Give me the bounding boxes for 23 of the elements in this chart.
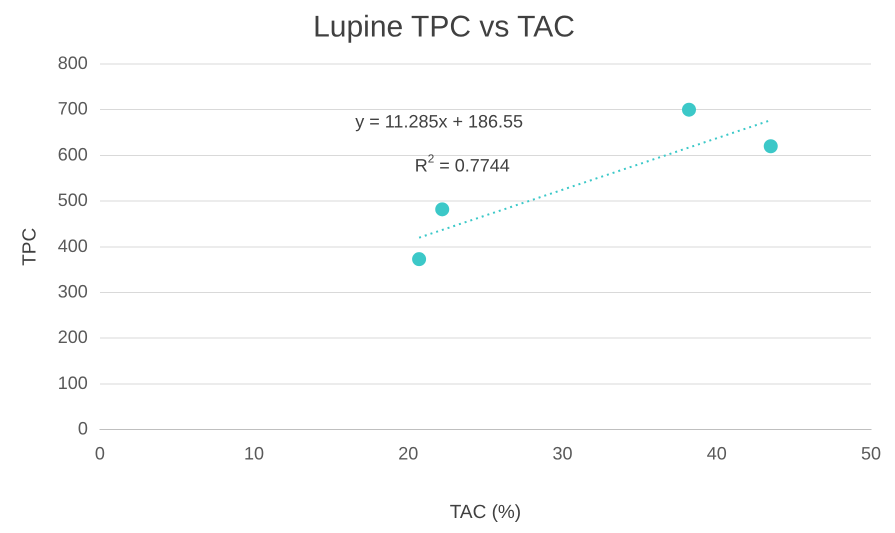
point [764, 139, 778, 154]
y-tick-label: 300 [58, 281, 88, 302]
annotation: y = 11.285x + 186.55 [355, 111, 524, 132]
x-tick-label: 0 [94, 443, 105, 464]
point [435, 202, 450, 216]
x-tick-label: 10 [244, 443, 264, 464]
x-tick-label: 20 [398, 443, 418, 464]
y-tick-label: 800 [58, 52, 88, 73]
x-tick-label: 40 [706, 443, 727, 464]
x-tick-label: 30 [552, 443, 573, 464]
y-tick-label: 600 [58, 144, 88, 164]
y-tick-label: 500 [58, 190, 88, 210]
y-tick-label: 400 [58, 236, 88, 256]
y-tick-label: 700 [58, 98, 88, 119]
y-tick-label: 200 [58, 327, 88, 348]
y-tick-label: 0 [78, 418, 88, 439]
chart-title: Lupine TPC vs TAC [313, 10, 575, 44]
y-axis-title: TPC [20, 228, 41, 266]
point [682, 102, 696, 117]
y-tick-label: 100 [58, 372, 88, 393]
point [412, 252, 426, 266]
x-axis-title: TAC (%) [450, 502, 522, 523]
x-tick-label: 50 [860, 443, 882, 464]
